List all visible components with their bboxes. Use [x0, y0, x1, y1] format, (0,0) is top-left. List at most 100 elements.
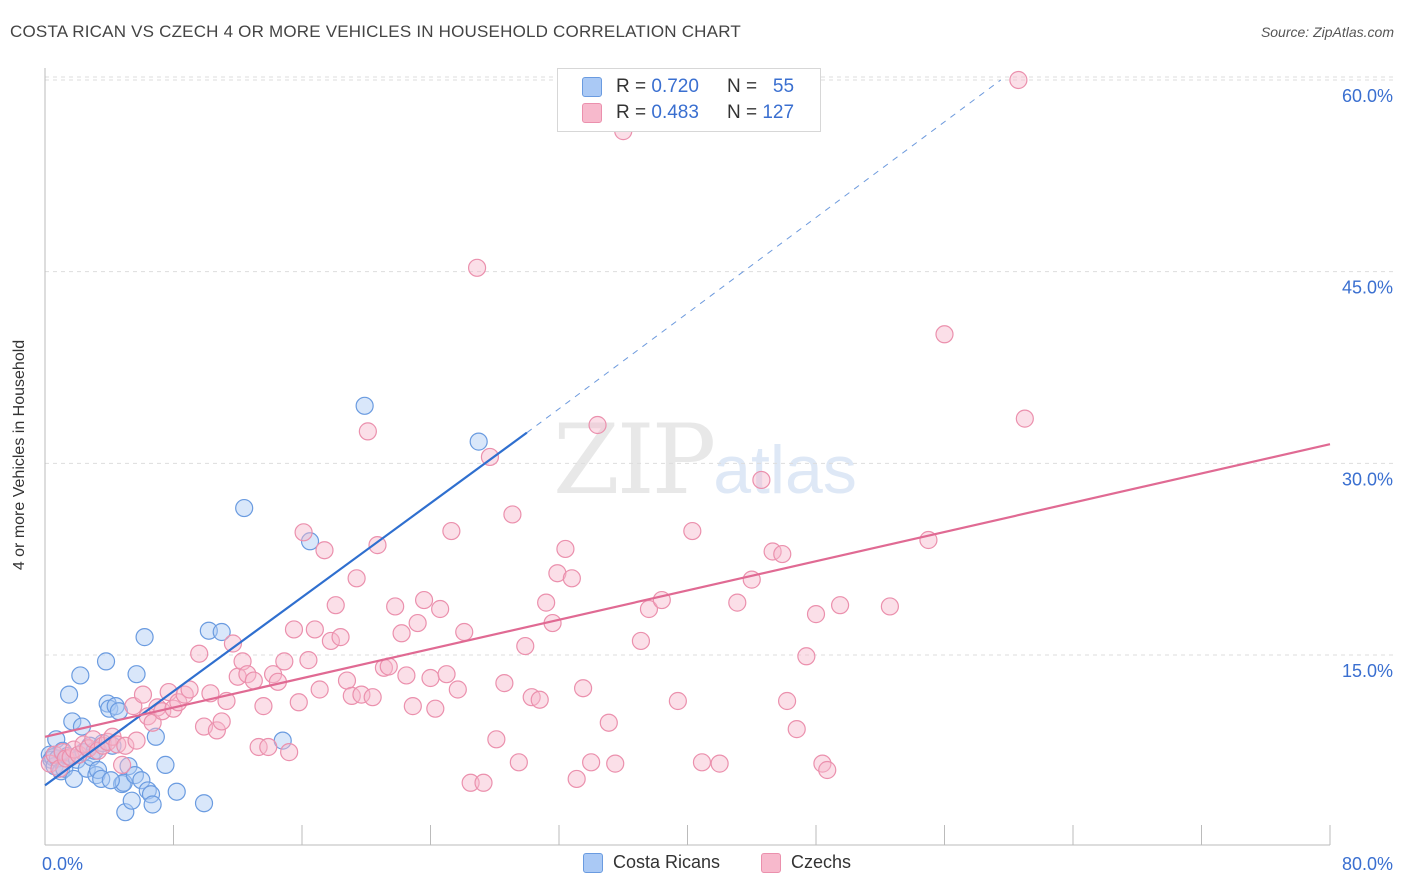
- point-czechs: [777, 691, 797, 711]
- point-czechs: [259, 737, 278, 757]
- point-czechs: [223, 634, 243, 653]
- point-czechs: [342, 686, 361, 705]
- legend-r-value: 0.720: [651, 76, 699, 97]
- point-czechs: [773, 544, 792, 564]
- legend-n-value: 55: [772, 76, 795, 97]
- point-czechs: [331, 628, 350, 647]
- point-czechs: [321, 631, 341, 651]
- point-costa-ricans: [355, 396, 374, 415]
- point-costa-ricans: [132, 771, 151, 790]
- legend-n-value: 127: [762, 102, 795, 123]
- point-czechs: [392, 624, 411, 643]
- point-czechs: [556, 539, 575, 559]
- point-costa-ricans: [101, 771, 120, 790]
- y-tick-label: 15.0%: [1342, 661, 1393, 681]
- point-costa-ricans: [106, 697, 125, 716]
- point-czechs: [606, 754, 625, 773]
- point-czechs: [275, 652, 294, 671]
- point-costa-ricans: [212, 622, 231, 642]
- legend-r-label: R =: [616, 76, 647, 97]
- watermark-zip: ZIP: [553, 404, 716, 516]
- point-czechs: [567, 769, 586, 789]
- x-tick-label-left: 0.0%: [42, 854, 83, 874]
- point-costa-ricans: [194, 794, 214, 813]
- series-legend: Costa Ricans Czechs: [0, 852, 1406, 876]
- source-label: Source: ZipAtlas.com: [1260, 24, 1394, 40]
- point-czechs: [797, 647, 816, 666]
- point-czechs: [421, 668, 440, 688]
- legend-r-value: 0.483: [651, 102, 699, 123]
- point-czechs: [1015, 409, 1034, 428]
- series-legend-costa-ricans: Costa Ricans: [583, 852, 720, 873]
- point-czechs: [368, 536, 387, 555]
- legend-n-label: N =: [726, 102, 758, 123]
- y-tick-label: 45.0%: [1342, 278, 1393, 298]
- point-czechs: [692, 753, 712, 772]
- legend-n-label: N =: [726, 76, 758, 97]
- point-czechs: [299, 651, 318, 670]
- series-legend-czechs: Czechs: [761, 852, 851, 873]
- series-label-czechs: Czechs: [791, 852, 852, 872]
- point-czechs: [830, 596, 850, 615]
- point-czechs: [480, 447, 500, 467]
- point-costa-ricans: [122, 791, 141, 810]
- point-czechs: [516, 636, 535, 656]
- point-czechs: [207, 721, 226, 740]
- y-tick-label: 60.0%: [1342, 86, 1393, 106]
- series-swatch-costa-ricans: [583, 852, 603, 873]
- point-czechs: [582, 753, 601, 772]
- point-czechs: [448, 680, 467, 699]
- legend-row-czechs: R = 0.483 N = 127: [582, 101, 794, 125]
- point-costa-ricans: [156, 755, 175, 774]
- point-czechs: [289, 693, 308, 712]
- point-czechs: [573, 679, 593, 698]
- point-costa-ricans: [64, 769, 84, 789]
- y-tick-label: 30.0%: [1342, 469, 1393, 489]
- point-czechs: [455, 622, 474, 642]
- point-czechs: [315, 541, 334, 560]
- point-czechs: [249, 737, 268, 757]
- point-czechs: [431, 599, 450, 619]
- point-czechs: [190, 644, 209, 663]
- point-czechs: [310, 680, 329, 699]
- correlation-legend: R = 0.720 N = 55 R = 0.483 N = 127: [557, 68, 821, 132]
- point-czechs: [337, 671, 357, 690]
- watermark: ZIPatlas: [553, 404, 857, 516]
- point-costa-ricans: [135, 628, 154, 647]
- point-czechs: [639, 599, 659, 619]
- point-czechs: [437, 665, 456, 684]
- point-czechs: [495, 674, 514, 693]
- point-czechs: [133, 685, 153, 704]
- point-costa-ricans: [167, 782, 186, 801]
- point-czechs: [509, 753, 528, 772]
- point-czechs: [683, 521, 702, 541]
- trendline-extension-costa-ricans: [526, 79, 1002, 434]
- point-czechs: [254, 697, 273, 716]
- point-czechs: [487, 730, 506, 749]
- point-czechs: [818, 760, 837, 780]
- point-czechs: [64, 740, 84, 759]
- point-czechs: [728, 593, 747, 612]
- point-czechs: [537, 593, 556, 612]
- point-czechs: [599, 713, 618, 732]
- point-czechs: [1009, 70, 1028, 90]
- point-costa-ricans: [300, 532, 320, 551]
- point-czechs: [305, 620, 324, 639]
- legend-row-costa-ricans: R = 0.720 N = 55: [582, 75, 794, 99]
- point-czechs: [397, 666, 416, 685]
- series-swatch-czechs: [761, 852, 781, 873]
- point-czechs: [710, 754, 729, 773]
- series-label-costa-ricans: Costa Ricans: [613, 852, 721, 872]
- point-costa-ricans: [96, 652, 116, 671]
- point-czechs: [474, 773, 493, 792]
- watermark-atlas: atlas: [713, 432, 857, 508]
- point-czechs: [180, 680, 199, 699]
- point-czechs: [127, 731, 146, 750]
- point-costa-ricans: [469, 432, 488, 451]
- point-czechs: [84, 730, 103, 749]
- point-costa-ricans: [146, 727, 165, 746]
- point-czechs: [358, 422, 377, 441]
- point-czechs: [880, 597, 899, 616]
- point-czechs: [461, 773, 480, 792]
